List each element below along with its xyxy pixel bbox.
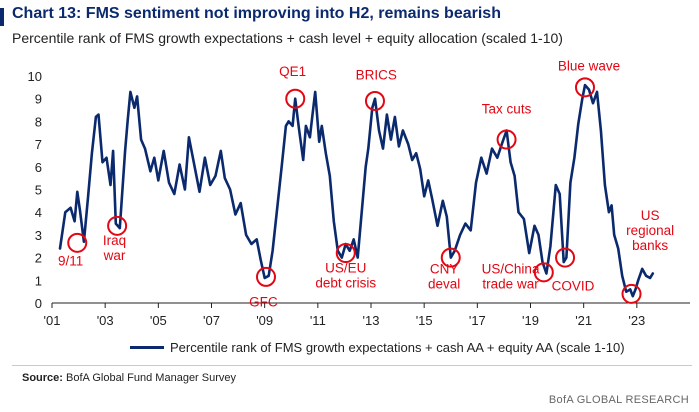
annotation-circle	[67, 232, 88, 253]
annotation-label-line: regional	[626, 223, 674, 238]
annotation-label-line: debt crisis	[315, 275, 376, 290]
annotation-circle	[364, 90, 385, 111]
x-tick-label: '15	[416, 313, 433, 328]
legend-swatch	[130, 346, 164, 349]
line-chart: 0 1 2 3 4 5 6 7 8 9 10 '01 '03 '05 '07 '09 '11 '13 '15 '17…	[28, 60, 690, 328]
annotation-circle	[255, 266, 276, 287]
annotation-circle	[533, 262, 554, 283]
annotation-label: Blue wave	[558, 60, 620, 73]
annotation-circle	[335, 243, 356, 264]
y-tick-label: 0	[35, 296, 42, 311]
annotation-label-line: trade war	[482, 276, 539, 291]
annotation-label: Tax cuts	[482, 101, 532, 116]
annotation-label-line: Tax cuts	[482, 101, 532, 116]
legend: Percentile rank of FMS growth expectatio…	[130, 340, 625, 355]
annotation-group: 9/11 Iraq war GFC QE1 US/EU debt crisis BRICS CN…	[58, 60, 674, 309]
series-line	[58, 83, 655, 298]
annotation-label-line: COVID	[552, 279, 595, 294]
annotation-circle	[574, 77, 595, 98]
annotation-label-line: BRICS	[356, 67, 397, 82]
y-tick-label: 10	[28, 69, 42, 84]
legend-label: Percentile rank of FMS growth expectatio…	[170, 340, 625, 355]
x-axis: '01 '03 '05 '07 '09 '11 '13 '15 '17 '19 '21 '23	[44, 302, 690, 328]
y-tick-label: 3	[35, 228, 42, 243]
annotation-label-line: US/EU	[325, 260, 366, 275]
x-tick-label: '07	[203, 313, 220, 328]
x-tick-label: '01	[44, 313, 61, 328]
series-group	[58, 83, 655, 298]
annotation-label: 9/11	[58, 254, 83, 269]
annotation-label-line: QE1	[279, 64, 306, 79]
annotation-label: GFC	[249, 294, 278, 309]
x-tick-label: '09	[256, 313, 273, 328]
annotation-label-line: GFC	[249, 294, 278, 309]
x-tick-label: '23	[628, 313, 645, 328]
source-text: BofA Global Fund Manager Survey	[66, 372, 237, 384]
annotation-circle	[621, 283, 642, 304]
x-tick-label: '05	[150, 313, 167, 328]
annotation-label: CNY deval	[428, 261, 460, 291]
x-tick-label: '11	[310, 313, 326, 328]
annotation-label: Iraq war	[103, 233, 127, 263]
annotation-label: US regional banks	[626, 208, 674, 253]
annotation-circle	[496, 129, 517, 150]
annotation-label-line: US	[641, 208, 660, 223]
footer-divider	[12, 365, 692, 366]
annotation-label: US/China trade war	[482, 261, 540, 291]
y-tick-label: 6	[35, 160, 42, 175]
annotation-circle	[107, 215, 128, 236]
annotation-label: COVID	[552, 279, 595, 294]
annotation-label-line: US/China	[482, 261, 540, 276]
source-note: Source: BofA Global Fund Manager Survey	[22, 372, 236, 384]
x-tick-label: '13	[363, 313, 380, 328]
annotation-label-line: banks	[632, 238, 668, 253]
annotation-label-line: war	[103, 248, 126, 263]
title-accent-bar	[0, 8, 4, 26]
annotation-label: QE1	[279, 64, 306, 79]
annotation-label-line: CNY	[430, 261, 459, 276]
y-tick-label: 9	[35, 92, 42, 107]
x-tick-label: '17	[469, 313, 486, 328]
x-tick-label: '21	[575, 313, 592, 328]
annotation-label: BRICS	[356, 67, 397, 82]
y-tick-label: 1	[35, 273, 42, 288]
x-tick-label: '19	[522, 313, 539, 328]
y-tick-label: 2	[35, 251, 42, 266]
annotation-label-line: Blue wave	[558, 60, 620, 73]
annotation-circle	[555, 247, 576, 268]
brand-credit: BofA GLOBAL RESEARCH	[548, 394, 689, 406]
annotation-label-line: deval	[428, 276, 460, 291]
annotation-circle	[440, 247, 461, 268]
annotation-label-line: Iraq	[103, 233, 126, 248]
y-tick-label: 5	[35, 183, 42, 198]
annotation-circle	[285, 88, 306, 109]
source-label: Source:	[22, 372, 63, 384]
y-tick-label: 7	[35, 137, 42, 152]
y-tick-label: 4	[35, 205, 42, 220]
x-tick-label: '03	[97, 313, 114, 328]
chart-subtitle: Percentile rank of FMS growth expectatio…	[12, 30, 563, 46]
y-tick-label: 8	[35, 114, 42, 129]
annotation-label: US/EU debt crisis	[315, 260, 376, 290]
annotation-label-line: 9/11	[58, 254, 83, 269]
chart-title: Chart 13: FMS sentiment not improving in…	[12, 5, 501, 22]
y-axis: 0 1 2 3 4 5 6 7 8 9 10	[28, 69, 42, 311]
